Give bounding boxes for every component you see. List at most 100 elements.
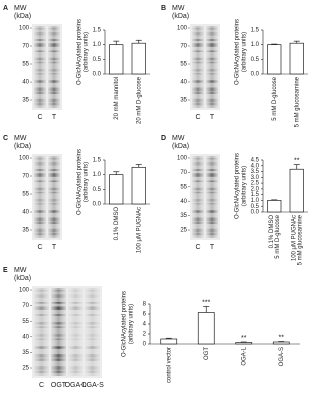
blot-band — [34, 61, 46, 64]
lane-label: T — [52, 114, 57, 121]
blot-band — [48, 217, 60, 222]
blot-band — [192, 32, 204, 36]
mw-marker: 70 — [180, 44, 187, 50]
blot-band — [51, 338, 66, 340]
lane-label: T — [210, 244, 215, 251]
blot-band — [68, 370, 83, 374]
blot-band — [206, 180, 218, 183]
blot-band — [34, 39, 46, 41]
y-tick-label: 4.5 — [251, 158, 260, 164]
blot-band — [48, 57, 60, 61]
blot-band — [192, 210, 204, 213]
x-tick-label: 100 μM PUGNAc — [136, 207, 142, 253]
y-tick-label: 0.5 — [251, 204, 260, 210]
blot-band — [85, 366, 100, 370]
y-axis-label: O-GlcNAcylated proteins — [235, 153, 241, 219]
bar — [131, 166, 146, 205]
blot-band — [206, 191, 218, 194]
y-tick-label: 0.0 — [251, 72, 260, 78]
blot-band — [192, 203, 204, 205]
mw-marker: 70 — [22, 303, 29, 309]
blot-band — [206, 87, 218, 92]
x-tick-label: 20 mM mannitol — [114, 77, 120, 120]
blot-band — [68, 322, 83, 325]
mw-title: MW — [14, 5, 27, 12]
blot-lane — [206, 26, 218, 108]
blot-band — [192, 28, 204, 30]
x-tick-label: 0.1% DMSO — [269, 215, 275, 249]
blot-lane — [206, 156, 218, 238]
blot-band — [48, 69, 60, 72]
blot-band — [192, 91, 204, 95]
mw-marker: 70 — [22, 44, 29, 50]
mw-title: MW — [172, 135, 185, 142]
y-axis-label: (arbitrary units) — [242, 32, 248, 72]
blot-band — [34, 326, 49, 328]
blot-band — [34, 91, 46, 95]
blot-band — [34, 98, 46, 103]
bar — [272, 341, 290, 345]
y-tick-label: 8 — [143, 302, 147, 308]
blot-band — [48, 91, 60, 95]
blot-band — [192, 180, 204, 183]
blot-band — [48, 187, 60, 191]
y-axis-label: O-GlcNAcylated proteins — [235, 19, 241, 85]
blot-band — [206, 73, 218, 75]
blot-band — [34, 366, 49, 370]
blot-band — [206, 232, 218, 236]
blot-band — [34, 73, 46, 75]
blot-band — [206, 39, 218, 41]
blot-band — [206, 28, 218, 30]
blot-band — [51, 370, 66, 374]
lane-label: C — [39, 382, 44, 389]
blot-band — [34, 102, 46, 106]
blot-band — [206, 50, 218, 53]
blot-band — [34, 162, 46, 166]
bar — [289, 168, 304, 213]
blot-band — [51, 346, 66, 349]
mw-marker: 55 — [22, 319, 29, 325]
bar — [235, 342, 253, 345]
y-tick-label: 1.5 — [93, 158, 102, 164]
blot-band — [48, 180, 60, 183]
blot-band — [206, 221, 218, 225]
mw-unit: (kDa) — [172, 143, 189, 150]
blot-band — [34, 187, 46, 191]
y-tick-label: 2.5 — [251, 181, 260, 187]
y-tick-label: 0.5 — [93, 187, 102, 193]
significance: ** — [294, 157, 300, 164]
blot-band — [206, 91, 218, 95]
blot-band — [51, 326, 66, 328]
lane-label: OGA-S — [81, 382, 104, 389]
significance: ** — [241, 335, 247, 342]
blot-lane — [34, 26, 46, 108]
blot-band — [48, 39, 60, 41]
blot-lane — [48, 26, 60, 108]
blot-band — [34, 32, 46, 36]
blot-lane — [68, 288, 83, 376]
blot-band — [206, 61, 218, 64]
blot-band — [48, 28, 60, 30]
bar — [131, 42, 146, 75]
mw-marker: 40 — [180, 80, 187, 86]
lane-label: C — [37, 244, 42, 251]
x-tick-label: 5 mM D-glucose — [272, 76, 278, 120]
blot-band — [51, 334, 66, 337]
blot-band — [85, 346, 100, 349]
y-axis-label: O-GlcNAcylated proteins — [122, 291, 128, 357]
blot-band — [48, 73, 60, 75]
blot-band — [48, 162, 60, 166]
blot-band — [68, 358, 83, 361]
blot-band — [206, 173, 218, 177]
blot-band — [68, 366, 83, 370]
lane-label: C — [195, 244, 200, 251]
blot-band — [34, 232, 46, 236]
mw-marker: 100 — [177, 156, 188, 162]
blot-band — [68, 334, 83, 337]
mw-marker: 35 — [180, 213, 187, 219]
blot-band — [48, 232, 60, 236]
mw-marker: 55 — [180, 62, 187, 68]
blot-band — [85, 314, 100, 316]
x-tick-label: 5 mM glucosamine — [297, 214, 303, 265]
y-axis-label: (arbitrary units) — [84, 162, 90, 202]
